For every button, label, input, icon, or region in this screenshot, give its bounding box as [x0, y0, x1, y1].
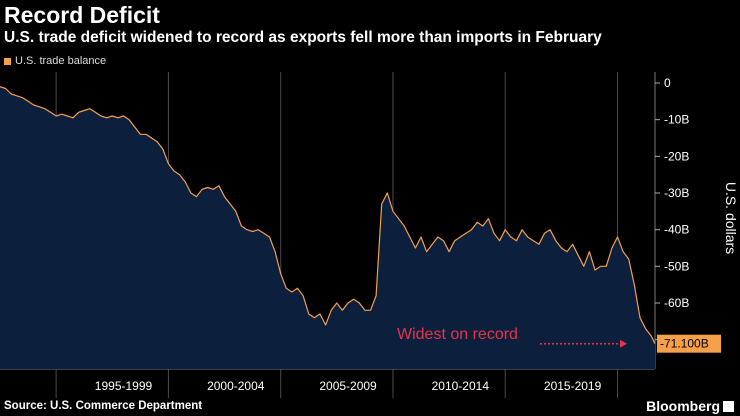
source-note: Source: U.S. Commerce Department — [4, 400, 203, 412]
chart-title: Record Deficit — [4, 2, 160, 28]
annotation-text: Widest on record — [397, 326, 518, 343]
last-value-badge — [657, 334, 721, 353]
y-tick-label: -20B — [664, 149, 689, 163]
series-area — [0, 86, 655, 369]
brand-logo: Bloomberg — [646, 398, 720, 414]
legend-label: U.S. trade balance — [15, 55, 107, 67]
y-axis-title: U.S. dollars — [723, 182, 739, 254]
y-tick-label: -40B — [664, 223, 689, 237]
series-line — [0, 86, 656, 344]
x-tick-label: 1995-1999 — [95, 379, 153, 393]
y-tick-label: 0 — [664, 76, 671, 90]
x-tick-label: 2000-2004 — [207, 379, 265, 393]
y-tick-label: -50B — [664, 259, 689, 273]
legend-swatch — [4, 57, 11, 65]
x-tick-label: 2010-2014 — [432, 379, 490, 393]
x-tick-label: 2005-2009 — [319, 379, 377, 393]
brand-mark-icon — [723, 401, 734, 412]
y-tick-label: -60B — [664, 296, 689, 310]
last-value-label: -71.100B — [660, 337, 709, 351]
x-tick-label: 2015-2019 — [544, 379, 602, 393]
y-tick-label: -30B — [664, 186, 689, 200]
y-tick-label: -10B — [664, 113, 689, 127]
annotation-arrow-head — [620, 339, 627, 348]
legend: U.S. trade balance — [4, 55, 106, 67]
chart-subtitle: U.S. trade deficit widened to record as … — [4, 29, 602, 46]
